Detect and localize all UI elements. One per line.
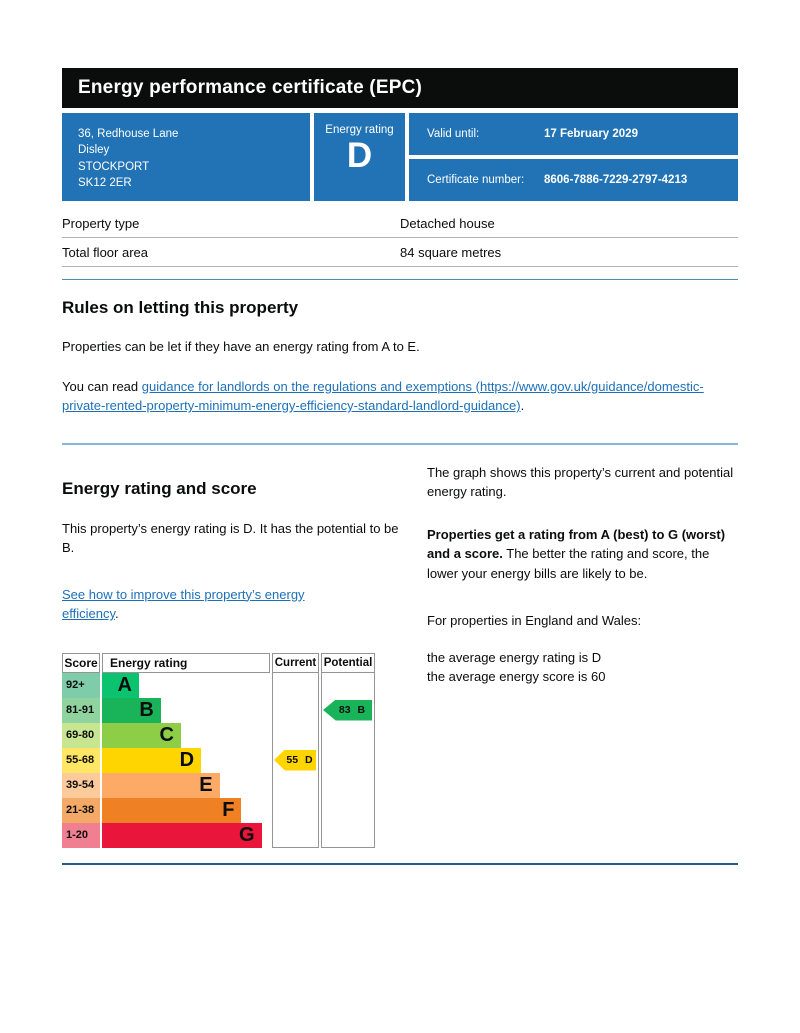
band-score-range: 81-91 (62, 697, 100, 723)
property-type-row: Property type Detached house (62, 209, 738, 238)
bottom-divider (62, 862, 738, 865)
certificate-number-label: Certificate number: (427, 174, 525, 186)
certificate-number-box: Certificate number: 8606-7886-7229-2797-… (409, 159, 738, 201)
band-bar-area: E (102, 772, 270, 798)
address-line-1: 36, Redhouse Lane (78, 128, 179, 140)
graph-intro: The graph shows this property’s current … (427, 464, 734, 500)
address-line-3: STOCKPORT (78, 160, 150, 173)
energy-rating-value: D (346, 136, 373, 175)
band-score-range: 21-38 (62, 797, 100, 823)
valid-until-box: Valid until: 17 February 2029 (409, 113, 738, 155)
floor-area-label: Total floor area (62, 245, 148, 260)
ratings-explainer-bold: Properties get a rating from A (best) to… (427, 526, 726, 562)
epc-graph-header: Score Energy rating (62, 652, 270, 673)
epc-band-row-a: 92+ A (62, 672, 270, 698)
rules-heading: Rules on letting this property (62, 298, 299, 317)
valid-until-value: 17 February 2029 (544, 128, 638, 140)
epc-rating-graph: Score Energy rating 92+ A 81-91 B 69-80 C 55-6… (62, 652, 375, 848)
energy-rating-section: Energy rating and score This property’s … (62, 461, 738, 848)
epc-rows: 92+ A 81-91 B 69-80 C 55-68 D 39-54 E 21-38 F 1-20 G (62, 672, 270, 848)
band-bar-d: D (102, 747, 202, 773)
guidance-suffix: . (520, 398, 525, 413)
averages: the average energy rating is D the avera… (427, 648, 738, 687)
band-bar-f: F (102, 797, 242, 823)
section-divider (62, 279, 738, 280)
band-bar-area: F (102, 797, 270, 823)
band-bar-a: A (102, 672, 139, 698)
band-bar-c: C (102, 722, 181, 748)
epc-band-row-g: 1-20 G (62, 822, 270, 848)
epc-bands-column: Score Energy rating 92+ A 81-91 B 69-80 C 55-6… (62, 652, 270, 848)
band-score-range: 39-54 (62, 772, 100, 798)
current-column-header: Current (272, 652, 319, 673)
band-score-range: 1-20 (62, 822, 100, 848)
property-details: Property type Detached house Total floor… (62, 209, 738, 267)
valid-until-label: Valid until: (427, 128, 480, 140)
floor-area-value: 84 square metres (400, 245, 502, 260)
epc-band-row-c: 69-80 C (62, 722, 270, 748)
band-bar-area: C (102, 722, 270, 748)
average-rating: the average energy rating is D (427, 649, 602, 665)
improve-suffix: . (115, 606, 119, 621)
england-wales-label: For properties in England and Wales: (427, 613, 642, 628)
epc-band-row-b: 81-91 B (62, 697, 270, 723)
summary-banner: 36, Redhouse Lane Disley STOCKPORT SK12 … (62, 113, 738, 201)
epc-band-row-d: 55-68 D (62, 747, 270, 773)
rules-paragraph: Properties can be let if they have an en… (62, 339, 420, 354)
property-type-value: Detached house (400, 216, 495, 231)
average-score: the average energy score is 60 (427, 669, 606, 684)
potential-column: Potential 83 B (321, 652, 375, 848)
rating-heading: Energy rating and score (62, 478, 257, 498)
validity-boxes: Valid until: 17 February 2029 Certificat… (409, 113, 738, 201)
epc-band-row-f: 21-38 F (62, 797, 270, 823)
certificate-title-bar: Energy performance certificate (EPC) (62, 68, 738, 108)
energy-rating-box: Energy rating D (314, 113, 405, 201)
score-column-header: Score (62, 652, 100, 673)
current-column: Current 55 D (272, 652, 319, 848)
epc-band-row-e: 39-54 E (62, 772, 270, 798)
potential-rating-arrow: 83 B (323, 699, 372, 721)
rating-left-column: Energy rating and score This property’s … (62, 461, 402, 848)
current-column-body: 55 D (272, 672, 319, 848)
improve-efficiency-link[interactable]: See how to improve this property’s energ… (62, 586, 305, 622)
floor-area-row: Total floor area 84 square metres (62, 238, 738, 267)
band-score-range: 55-68 (62, 747, 100, 773)
property-type-label: Property type (62, 216, 140, 231)
band-bar-area: D (102, 747, 270, 773)
ratings-explainer: Properties get a rating from A (best) to… (427, 525, 738, 584)
ratings-explainer-rest: The better the rating and score, the low… (427, 546, 710, 581)
band-bar-area: A (102, 672, 270, 698)
band-bar-area: B (102, 697, 270, 723)
band-bar-e: E (102, 772, 220, 798)
section-divider (62, 442, 738, 445)
band-bar-b: B (102, 697, 161, 723)
guidance-prefix: You can read (62, 378, 142, 394)
landlord-guidance-paragraph: You can read guidance for landlords on t… (62, 377, 738, 416)
page: Energy performance certificate (EPC) 36,… (62, 68, 738, 865)
certificate-number-value: 8606-7886-7229-2797-4213 (544, 174, 688, 186)
rating-intro: This property’s energy rating is D. It h… (62, 520, 399, 556)
potential-column-header: Potential (321, 652, 375, 673)
rating-right-column: The graph shows this property’s current … (427, 461, 738, 848)
property-address: 36, Redhouse Lane Disley STOCKPORT SK12 … (62, 113, 310, 201)
energy-rating-label: Energy rating (325, 124, 394, 136)
energy-rating-column-header: Energy rating (102, 652, 270, 673)
current-rating-arrow: 55 D (274, 749, 316, 771)
band-bar-g: G (102, 822, 262, 848)
band-score-range: 92+ (62, 672, 100, 698)
address-line-2: Disley (78, 144, 110, 157)
landlord-guidance-link[interactable]: guidance for landlords on the regulation… (62, 378, 704, 414)
page-title: Energy performance certificate (EPC) (78, 77, 423, 98)
potential-column-body: 83 B (321, 672, 375, 848)
band-score-range: 69-80 (62, 722, 100, 748)
band-bar-area: G (102, 822, 270, 848)
address-line-4: SK12 2ER (78, 176, 132, 189)
